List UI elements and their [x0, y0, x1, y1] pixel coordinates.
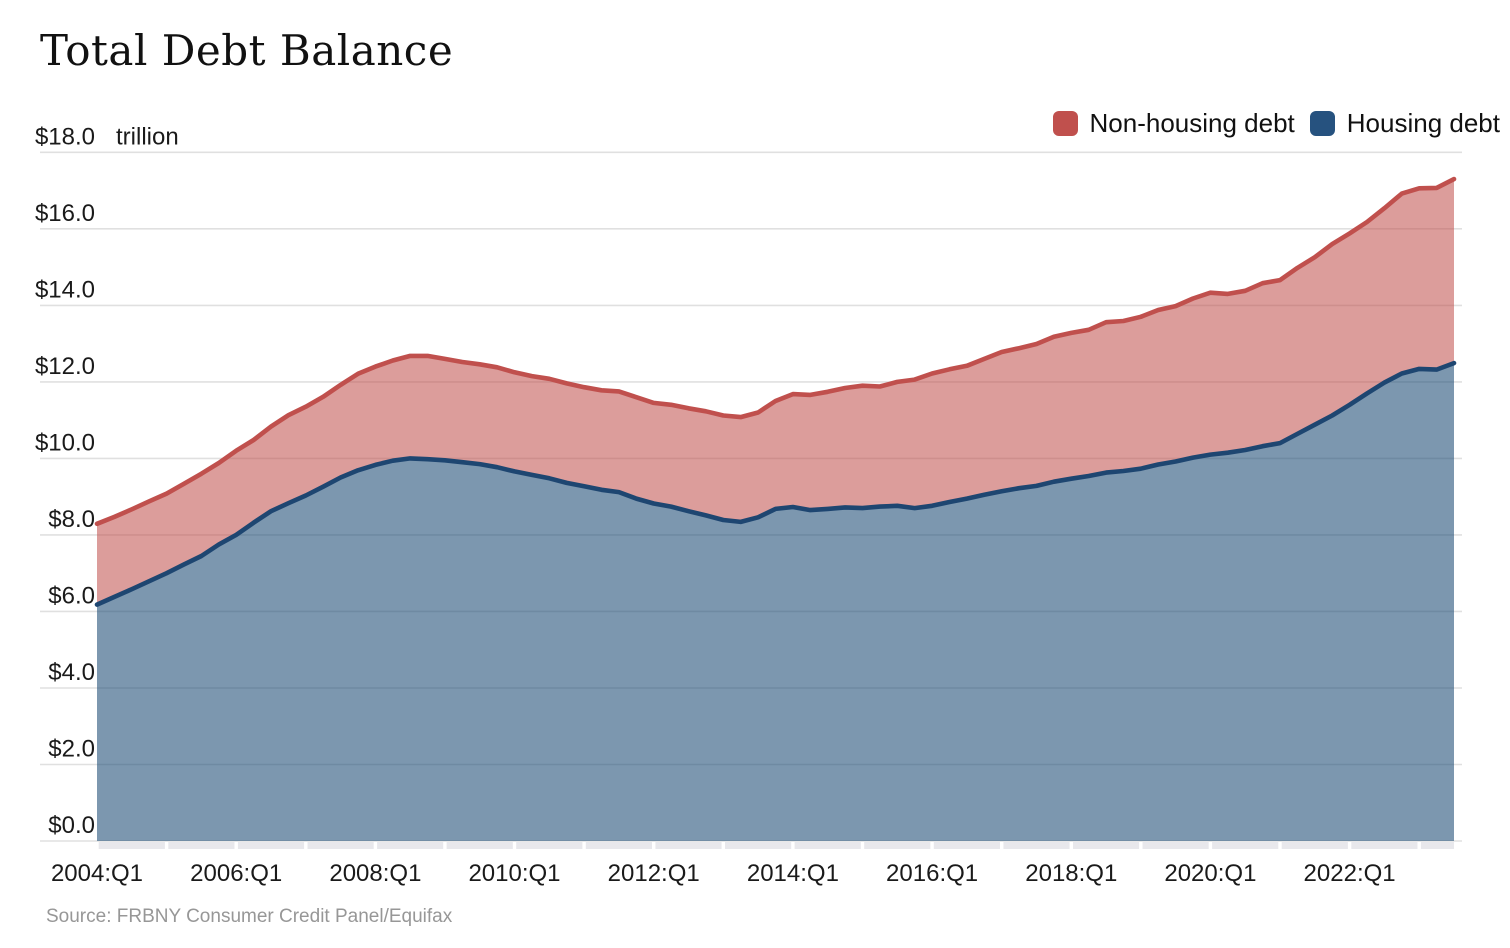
source-note: Source: FRBNY Consumer Credit Panel/Equi… [46, 906, 453, 927]
nonhousing-debt-swatch-icon [1052, 111, 1078, 136]
svg-text:$16.0: $16.0 [35, 200, 95, 227]
svg-text:$12.0: $12.0 [35, 353, 95, 380]
svg-text:$10.0: $10.0 [35, 429, 95, 456]
svg-text:2022:Q1: 2022:Q1 [1304, 860, 1396, 887]
svg-text:2020:Q1: 2020:Q1 [1164, 860, 1256, 887]
y-axis-labels: $0.0 $2.0 $4.0 $6.0 $8.0 $10.0 $12.0 $14.0 $16.0… [35, 123, 179, 839]
svg-text:$8.0: $8.0 [48, 506, 95, 533]
housing-debt-swatch-icon [1309, 111, 1335, 136]
legend-label-nonhousing: Non-housing debt [1089, 108, 1295, 138]
unit-label: trillion [116, 123, 179, 150]
svg-text:$6.0: $6.0 [48, 582, 95, 609]
svg-text:$4.0: $4.0 [48, 659, 95, 686]
legend-label-housing: Housing debt [1346, 108, 1500, 138]
total-debt-line [94, 176, 1457, 527]
x-axis-band [95, 842, 1454, 849]
nonhousing-debt-area [97, 179, 1454, 605]
page-title: Total Debt Balance [40, 26, 454, 75]
svg-text:2008:Q1: 2008:Q1 [329, 860, 421, 887]
housing-debt-line [94, 360, 1457, 607]
svg-text:$2.0: $2.0 [48, 736, 95, 763]
svg-text:$0.0: $0.0 [48, 812, 95, 839]
svg-text:$18.0: $18.0 [35, 123, 95, 150]
svg-text:2014:Q1: 2014:Q1 [747, 860, 839, 887]
svg-text:2010:Q1: 2010:Q1 [468, 860, 560, 887]
legend-item-nonhousing: Non-housing debt [1052, 108, 1295, 139]
x-axis-labels: 2004:Q1 2006:Q1 2008:Q1 2010:Q1 2012:Q1 2014:… [51, 860, 1396, 887]
svg-text:$14.0: $14.0 [35, 276, 95, 303]
svg-text:2012:Q1: 2012:Q1 [608, 860, 700, 887]
svg-text:2016:Q1: 2016:Q1 [886, 860, 978, 887]
housing-debt-area [97, 363, 1454, 841]
legend-item-housing: Housing debt [1309, 108, 1500, 139]
chart-legend: Non-housing debt Housing debt [1052, 108, 1500, 139]
svg-text:2004:Q1: 2004:Q1 [51, 860, 143, 887]
svg-text:2018:Q1: 2018:Q1 [1025, 860, 1117, 887]
svg-text:2006:Q1: 2006:Q1 [190, 860, 282, 887]
